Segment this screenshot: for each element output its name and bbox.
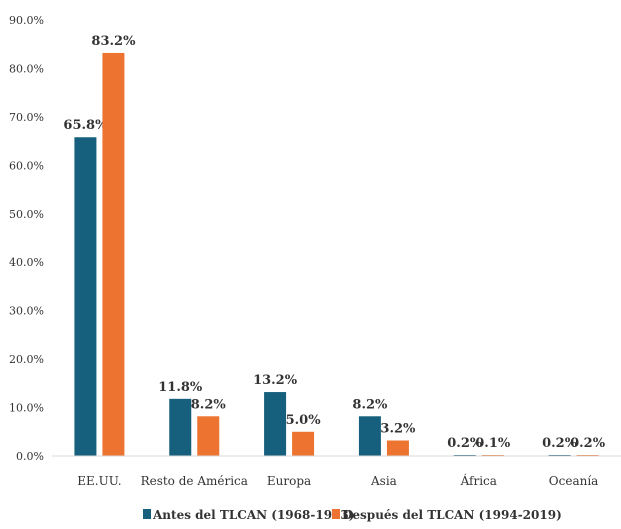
data-label: 11.8% (158, 380, 203, 395)
bar-before (358, 416, 381, 456)
y-tick-label: 90.0% (9, 14, 44, 27)
y-tick-label: 0.0% (16, 450, 44, 463)
legend: Antes del TLCAN (1968-1993)Después del T… (143, 508, 562, 522)
y-tick-label: 20.0% (9, 353, 44, 366)
x-tick-label: Resto de América (141, 474, 248, 488)
bar-before (74, 137, 97, 457)
data-label: 0.2% (447, 436, 483, 451)
y-tick-label: 40.0% (9, 256, 44, 269)
data-label: 5.0% (286, 413, 322, 428)
x-tick-label: Asia (370, 474, 397, 488)
data-label: 0.2% (542, 436, 578, 451)
x-tick-label: EE.UU. (77, 474, 121, 488)
y-tick-label: 80.0% (9, 62, 44, 75)
data-label: 13.2% (253, 373, 298, 388)
y-tick-label: 30.0% (9, 305, 44, 318)
y-tick-label: 50.0% (9, 208, 44, 221)
data-label: 65.8% (63, 118, 108, 133)
bar-after (197, 416, 220, 456)
bar-before (264, 392, 287, 456)
legend-swatch (332, 509, 340, 519)
y-tick-label: 70.0% (9, 111, 44, 124)
bars: 65.8% 83.2% 11.8% 8.2% 13.2% 5.0% 8.2% 3.2% 0.2%… (63, 34, 606, 457)
x-tick-label: Europa (267, 474, 311, 488)
bar-before (169, 398, 192, 456)
data-label: 8.2% (352, 397, 388, 412)
x-tick-label: Oceanía (549, 474, 599, 488)
bar-after (102, 52, 125, 456)
x-tick-label: África (460, 473, 497, 488)
y-axis: 0.0% 10.0% 20.0% 30.0% 40.0% 50.0% 60.0% 70.0% 8… (9, 14, 44, 463)
bar-after (292, 431, 315, 456)
data-label: 3.2% (380, 421, 416, 436)
data-label: 0.1% (475, 436, 511, 451)
legend-label: Después del TLCAN (1994-2019) (342, 508, 562, 522)
x-axis: EE.UU. Resto de América Europa Asia África Oc… (52, 455, 621, 488)
legend-label: Antes del TLCAN (1968-1993) (152, 508, 354, 522)
y-tick-label: 10.0% (9, 402, 44, 415)
y-tick-label: 60.0% (9, 159, 44, 172)
data-label: 8.2% (191, 397, 227, 412)
bar-after (386, 440, 409, 456)
legend-swatch (143, 509, 151, 519)
data-label: 83.2% (91, 34, 136, 49)
data-label: 0.2% (570, 436, 606, 451)
